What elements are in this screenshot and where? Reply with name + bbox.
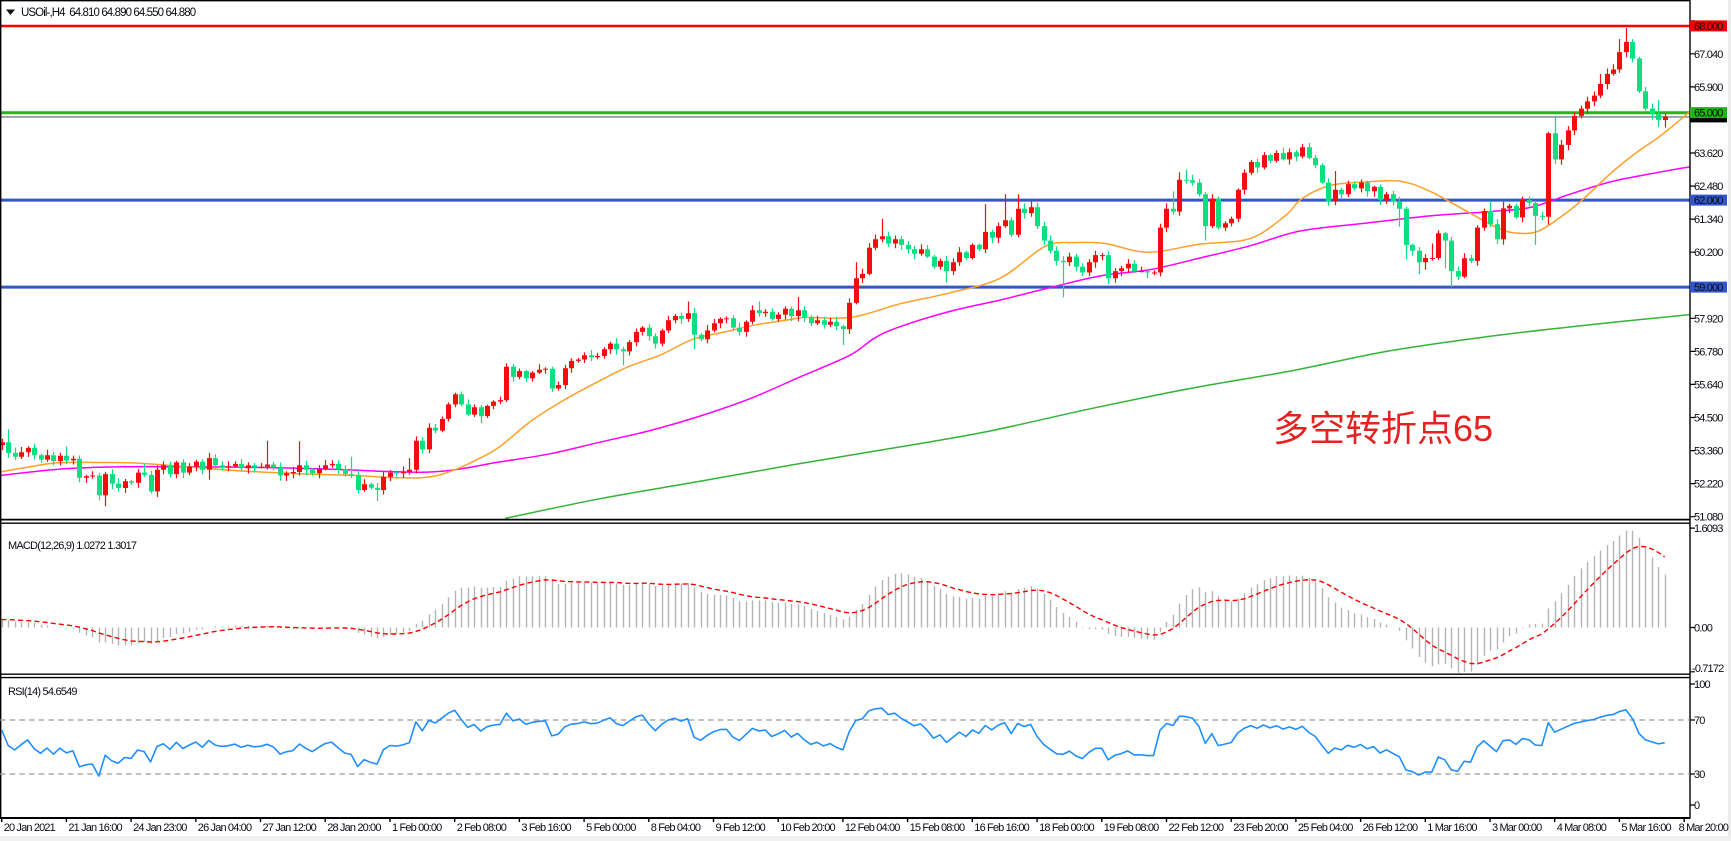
svg-text:62.000: 62.000 xyxy=(1694,195,1723,207)
svg-text:15 Feb 08:00: 15 Feb 08:00 xyxy=(910,822,965,834)
svg-text:27 Jan 12:00: 27 Jan 12:00 xyxy=(263,822,317,834)
svg-text:23 Feb 20:00: 23 Feb 20:00 xyxy=(1233,822,1288,834)
svg-text:62.480: 62.480 xyxy=(1694,181,1723,193)
svg-text:55.640: 55.640 xyxy=(1694,379,1723,391)
svg-text:RSI(14) 54.6549: RSI(14) 54.6549 xyxy=(8,686,77,698)
svg-text:22 Feb 12:00: 22 Feb 12:00 xyxy=(1169,822,1224,834)
svg-text:65.900: 65.900 xyxy=(1694,82,1723,94)
svg-text:9 Feb 12:00: 9 Feb 12:00 xyxy=(716,822,766,834)
svg-text:18 Feb 00:00: 18 Feb 00:00 xyxy=(1039,822,1094,834)
svg-text:56.780: 56.780 xyxy=(1694,346,1723,358)
svg-text:65.000: 65.000 xyxy=(1694,108,1723,120)
svg-text:0: 0 xyxy=(1694,800,1700,812)
svg-text:4 Mar 08:00: 4 Mar 08:00 xyxy=(1557,822,1607,834)
svg-text:20 Jan 2021: 20 Jan 2021 xyxy=(4,822,56,834)
svg-text:-0.7172: -0.7172 xyxy=(1692,663,1724,675)
svg-text:26 Feb 12:00: 26 Feb 12:00 xyxy=(1363,822,1418,834)
svg-text:26 Jan 04:00: 26 Jan 04:00 xyxy=(198,822,252,834)
svg-text:24 Jan 23:00: 24 Jan 23:00 xyxy=(133,822,187,834)
svg-text:100: 100 xyxy=(1694,679,1711,691)
svg-text:59.000: 59.000 xyxy=(1694,282,1723,294)
svg-text:52.220: 52.220 xyxy=(1694,479,1723,491)
svg-text:3 Mar 00:00: 3 Mar 00:00 xyxy=(1492,822,1542,834)
svg-text:51.080: 51.080 xyxy=(1694,512,1723,524)
svg-text:1 Feb 00:00: 1 Feb 00:00 xyxy=(392,822,442,834)
svg-text:68.000: 68.000 xyxy=(1694,21,1723,33)
svg-text:63.620: 63.620 xyxy=(1694,148,1723,160)
svg-text:30: 30 xyxy=(1694,769,1705,781)
svg-text:28 Jan 20:00: 28 Jan 20:00 xyxy=(327,822,381,834)
svg-text:3 Feb 16:00: 3 Feb 16:00 xyxy=(521,822,571,834)
svg-text:61.340: 61.340 xyxy=(1694,214,1723,226)
svg-text:67.040: 67.040 xyxy=(1694,49,1723,61)
svg-text:多空转折点65: 多空转折点65 xyxy=(1273,408,1493,449)
svg-text:25 Feb 04:00: 25 Feb 04:00 xyxy=(1298,822,1353,834)
svg-text:10 Feb 20:00: 10 Feb 20:00 xyxy=(780,822,835,834)
svg-text:54.500: 54.500 xyxy=(1694,413,1723,425)
svg-text:MACD(12,26,9) 1.0272 1.3017: MACD(12,26,9) 1.0272 1.3017 xyxy=(8,540,137,552)
svg-text:USOil-,H4 64.810 64.890 64.55: USOil-,H4 64.810 64.890 64.550 64.880 xyxy=(21,7,196,19)
svg-text:12 Feb 04:00: 12 Feb 04:00 xyxy=(845,822,900,834)
svg-text:0.00: 0.00 xyxy=(1694,623,1713,635)
svg-text:21 Jan 16:00: 21 Jan 16:00 xyxy=(68,822,122,834)
svg-text:60.200: 60.200 xyxy=(1694,247,1723,259)
svg-text:1 Mar 16:00: 1 Mar 16:00 xyxy=(1427,822,1477,834)
svg-text:16 Feb 16:00: 16 Feb 16:00 xyxy=(974,822,1029,834)
svg-text:70: 70 xyxy=(1694,715,1705,727)
svg-text:53.360: 53.360 xyxy=(1694,446,1723,458)
svg-text:1.6093: 1.6093 xyxy=(1694,523,1723,535)
svg-text:57.920: 57.920 xyxy=(1694,313,1723,325)
svg-text:5 Feb 00:00: 5 Feb 00:00 xyxy=(586,822,636,834)
svg-text:8 Feb 04:00: 8 Feb 04:00 xyxy=(651,822,701,834)
svg-text:5 Mar 16:00: 5 Mar 16:00 xyxy=(1621,822,1671,834)
svg-text:8 Mar 20:00: 8 Mar 20:00 xyxy=(1679,822,1729,834)
svg-text:2 Feb 08:00: 2 Feb 08:00 xyxy=(457,822,507,834)
svg-text:19 Feb 08:00: 19 Feb 08:00 xyxy=(1104,822,1159,834)
